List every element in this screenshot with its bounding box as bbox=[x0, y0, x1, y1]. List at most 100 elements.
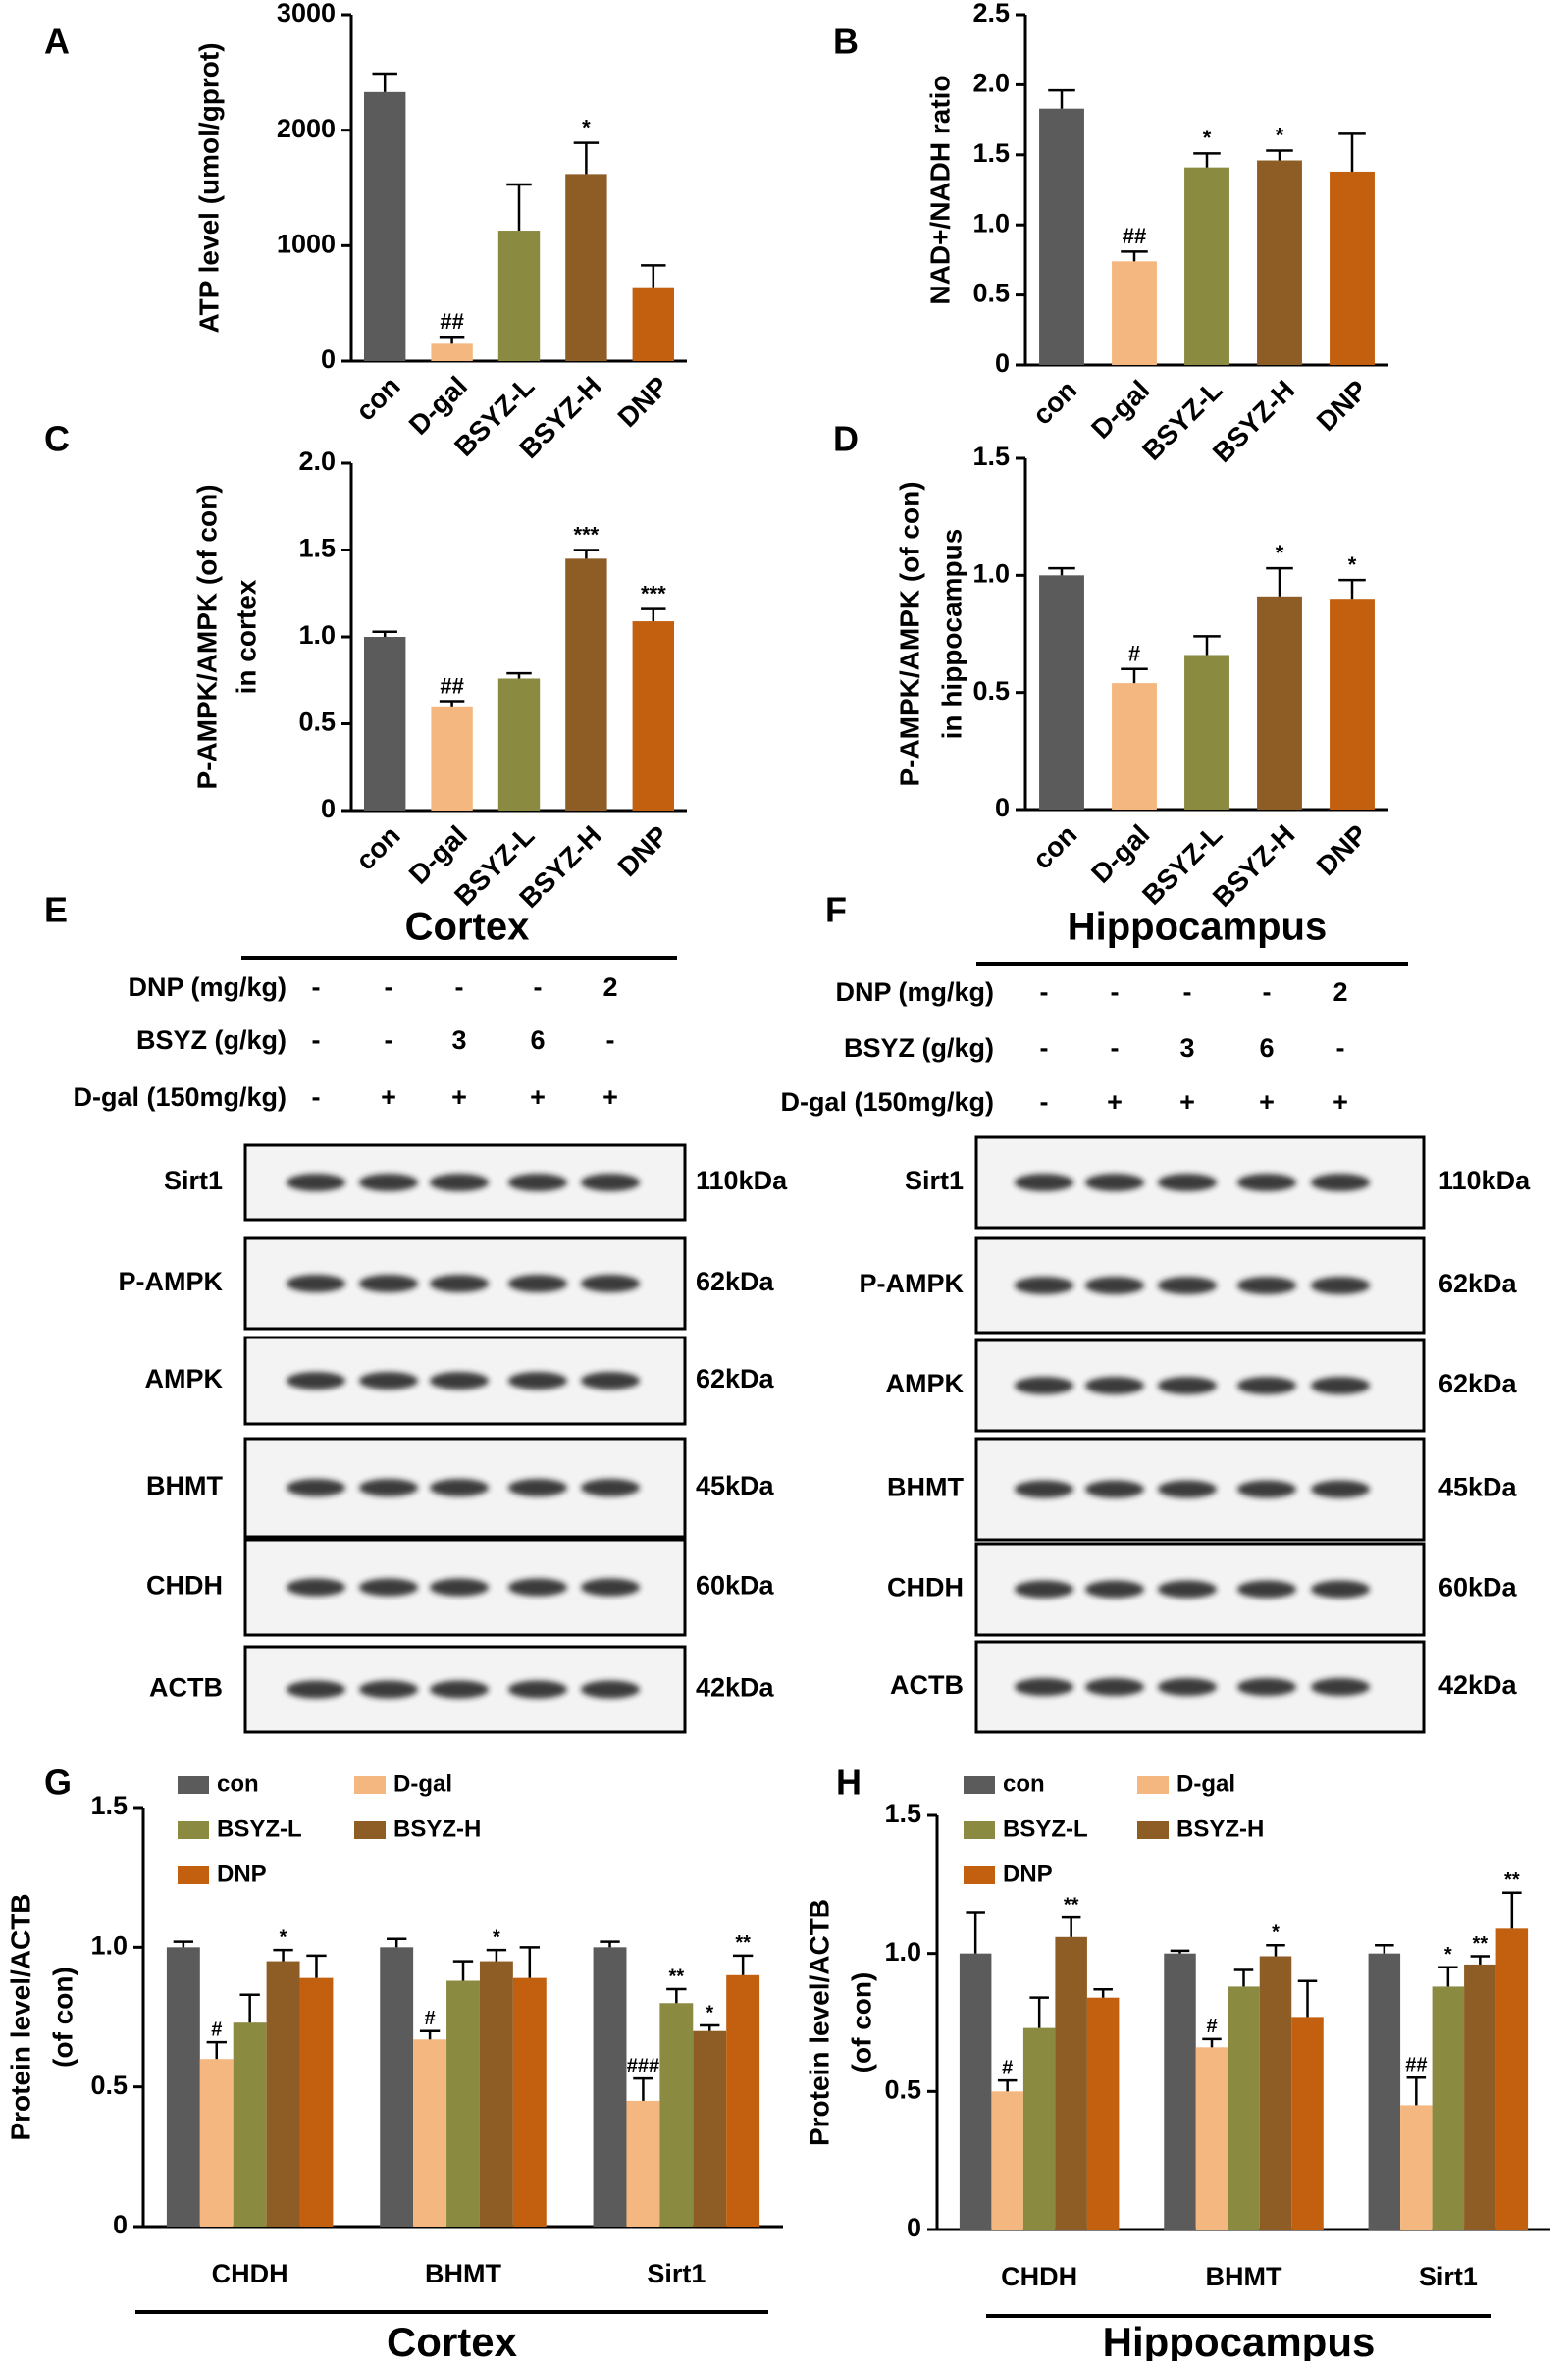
blot-band bbox=[1085, 1277, 1144, 1294]
band-size: 60kDa bbox=[1438, 1573, 1518, 1602]
bar bbox=[166, 1947, 200, 2227]
blot-band bbox=[508, 1372, 567, 1390]
band-size: 60kDa bbox=[696, 1571, 775, 1600]
treatment-cell: 6 bbox=[1259, 1033, 1274, 1063]
blot-band bbox=[1237, 1678, 1296, 1696]
blot-band bbox=[1015, 1277, 1073, 1294]
panel-letter: D bbox=[833, 419, 859, 459]
treatment-cell: - bbox=[534, 972, 543, 1002]
bar bbox=[1055, 1936, 1087, 2230]
bar bbox=[632, 287, 675, 361]
significance: ## bbox=[440, 673, 463, 698]
bar bbox=[1086, 1997, 1120, 2230]
legend-label: con bbox=[217, 1770, 259, 1797]
significance: * bbox=[1272, 1922, 1280, 1944]
bar bbox=[632, 621, 675, 811]
x-tick-label: BSYZ-H bbox=[1207, 819, 1301, 914]
blot-band bbox=[508, 1578, 567, 1597]
blot-band bbox=[581, 1275, 640, 1292]
legend-swatch bbox=[964, 1776, 995, 1794]
bar bbox=[380, 1947, 414, 2227]
bar bbox=[1039, 108, 1084, 366]
blot-band bbox=[581, 1174, 640, 1191]
legend-label: DNP bbox=[217, 1861, 267, 1887]
significance: * bbox=[1276, 541, 1284, 565]
treatment-cell: 6 bbox=[530, 1025, 545, 1055]
blot-band bbox=[1158, 1277, 1217, 1294]
x-tick-label: DNP bbox=[612, 371, 675, 434]
blot-band bbox=[508, 1275, 567, 1292]
bar bbox=[497, 231, 541, 361]
treatment-label: BSYZ (g/kg) bbox=[844, 1033, 994, 1063]
legend-label: BSYZ-H bbox=[1176, 1815, 1264, 1842]
x-tick-label: Sirt1 bbox=[647, 2259, 706, 2288]
treatment-cell: 3 bbox=[1179, 1033, 1194, 1063]
legend-label: BSYZ-L bbox=[217, 1815, 302, 1842]
treatment-label: DNP (mg/kg) bbox=[128, 972, 287, 1002]
significance: * bbox=[1276, 123, 1284, 147]
blot-band bbox=[1311, 1277, 1370, 1294]
blot-band bbox=[359, 1174, 418, 1191]
blot-band bbox=[359, 1680, 418, 1699]
panel-letter: F bbox=[825, 890, 847, 930]
blot-band bbox=[430, 1578, 489, 1597]
bar bbox=[1330, 599, 1375, 810]
legend-label: BSYZ-H bbox=[393, 1815, 481, 1842]
y-axis-label: P-AMPK/AMPK (of con) bbox=[894, 481, 924, 786]
treatment-cell: + bbox=[451, 1082, 467, 1112]
bar bbox=[1184, 167, 1229, 365]
bar bbox=[199, 2059, 234, 2227]
significance: # bbox=[211, 2019, 222, 2040]
protein-label: CHDH bbox=[146, 1571, 223, 1600]
legend-swatch bbox=[178, 1821, 209, 1839]
blot-band bbox=[1158, 1580, 1217, 1599]
bar bbox=[1257, 596, 1302, 810]
bar bbox=[565, 174, 607, 361]
blot-band bbox=[1085, 1580, 1144, 1599]
blot-band bbox=[1311, 1678, 1370, 1696]
significance: ## bbox=[440, 309, 463, 334]
protein-label: AMPK bbox=[145, 1364, 224, 1393]
significance: * bbox=[280, 1926, 287, 1948]
treatment-cell: - bbox=[1040, 1087, 1049, 1117]
legend-label: D-gal bbox=[1176, 1770, 1235, 1797]
y-tick-label: 0 bbox=[907, 2213, 921, 2242]
bar bbox=[693, 2030, 727, 2227]
y-tick-label: 0.5 bbox=[972, 279, 1010, 308]
y-tick-label: 0.5 bbox=[972, 676, 1010, 706]
treatment-cell: - bbox=[1336, 1033, 1345, 1063]
significance: * bbox=[582, 115, 591, 139]
panel-letter: A bbox=[44, 22, 70, 62]
band-size: 45kDa bbox=[696, 1471, 775, 1500]
treatment-cell: - bbox=[385, 1025, 393, 1055]
y-tick-label: 1.0 bbox=[884, 1937, 921, 1967]
treatment-cell: + bbox=[1259, 1087, 1275, 1117]
x-tick-label: CHDH bbox=[1001, 2262, 1077, 2291]
bar bbox=[363, 91, 406, 361]
protein-label: CHDH bbox=[887, 1573, 964, 1602]
legend-label: BSYZ-L bbox=[1003, 1815, 1088, 1842]
band-size: 62kDa bbox=[696, 1267, 775, 1296]
blot-band bbox=[430, 1372, 489, 1390]
blot-band bbox=[581, 1578, 640, 1597]
y-tick-label: 0 bbox=[995, 348, 1010, 378]
bar bbox=[1495, 1928, 1529, 2230]
bar bbox=[1259, 1956, 1292, 2230]
x-tick-label: con bbox=[1026, 819, 1082, 875]
bar bbox=[1432, 1986, 1465, 2230]
bar bbox=[726, 1974, 760, 2227]
protein-label: AMPK bbox=[886, 1369, 965, 1398]
protein-label: P-AMPK bbox=[119, 1267, 224, 1296]
blot-band bbox=[1085, 1174, 1144, 1191]
blot-band bbox=[1311, 1174, 1370, 1191]
protein-label: P-AMPK bbox=[860, 1269, 965, 1298]
significance: ** bbox=[735, 1932, 751, 1954]
significance: ** bbox=[1504, 1869, 1520, 1891]
y-tick-label: 2000 bbox=[277, 114, 336, 143]
blot-band bbox=[1237, 1277, 1296, 1294]
group-title: Cortex bbox=[387, 2319, 518, 2361]
x-tick-label: con bbox=[1026, 375, 1082, 431]
bar bbox=[1368, 1953, 1401, 2230]
y-axis-label: in hippocampus bbox=[936, 529, 967, 740]
y-tick-label: 0 bbox=[113, 2210, 128, 2239]
